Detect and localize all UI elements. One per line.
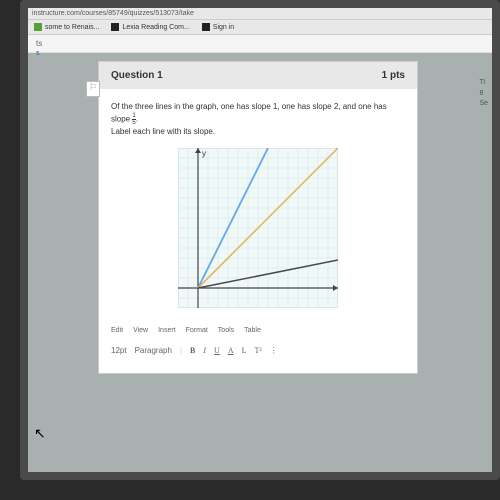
bookmark-label: Lexia Reading Com...	[122, 24, 189, 31]
bookmark-label: Sign in	[213, 24, 234, 31]
editor-toolbar: 12pt Paragraph | B I U A L T² ⋮	[111, 341, 405, 361]
textcolor-button[interactable]: A	[228, 345, 234, 357]
cursor-icon: ↖	[34, 425, 46, 442]
menu-tools[interactable]: Tools	[218, 326, 234, 337]
slope-graph: y	[178, 148, 338, 308]
svg-text:y: y	[202, 149, 206, 158]
flag-icon[interactable]: ⚐	[86, 81, 100, 97]
bookmark-icon	[202, 23, 210, 31]
menu-format[interactable]: Format	[186, 326, 208, 337]
timer-sec: Se	[479, 99, 488, 110]
left-nav-link[interactable]: s	[36, 50, 40, 57]
menu-view[interactable]: View	[133, 326, 148, 337]
question-title: Question 1	[111, 70, 163, 81]
highlight-button[interactable]: L	[242, 345, 247, 357]
question-header: Question 1 1 pts	[99, 62, 417, 89]
more-icon[interactable]: ⋮	[270, 345, 278, 357]
timer-label: Ti	[479, 78, 488, 89]
bookmark-label: some to Renais...	[45, 24, 99, 31]
graph-container: y	[111, 148, 405, 308]
sidebar-timer: Ti 8 Se	[479, 78, 488, 110]
page-header: ts	[28, 35, 492, 53]
question-text: Of the three lines in the graph, one has…	[111, 101, 405, 138]
style-select[interactable]: Paragraph	[135, 345, 172, 357]
question-body: Of the three lines in the graph, one has…	[99, 89, 417, 373]
editor-menu: Edit View Insert Format Tools Table	[111, 322, 405, 341]
monitor-bezel: instructure.com/courses/85749/quizzes/51…	[20, 0, 500, 480]
question-points: 1 pts	[382, 70, 405, 81]
superscript-button[interactable]: T²	[254, 345, 261, 357]
menu-edit[interactable]: Edit	[111, 326, 123, 337]
italic-button[interactable]: I	[203, 345, 206, 357]
timer-value: 8	[479, 89, 488, 100]
bookmark-lexia[interactable]: Lexia Reading Com...	[111, 23, 189, 31]
screen-area: instructure.com/courses/85749/quizzes/51…	[28, 8, 492, 472]
menu-insert[interactable]: Insert	[158, 326, 176, 337]
menu-table[interactable]: Table	[244, 326, 261, 337]
underline-button[interactable]: U	[214, 345, 220, 357]
content-area: Question 1 1 pts Of the three lines in t…	[28, 53, 492, 472]
bookmark-signin[interactable]: Sign in	[202, 23, 234, 31]
bookmark-renaissance[interactable]: some to Renais...	[34, 23, 99, 31]
bookmarks-bar: some to Renais... Lexia Reading Com... S…	[28, 20, 492, 35]
url-bar[interactable]: instructure.com/courses/85749/quizzes/51…	[28, 8, 492, 20]
bookmark-icon	[111, 23, 119, 31]
question-card: Question 1 1 pts Of the three lines in t…	[98, 61, 418, 374]
fontsize-select[interactable]: 12pt	[111, 345, 127, 357]
bookmark-icon	[34, 23, 42, 31]
bold-button[interactable]: B	[190, 345, 195, 357]
